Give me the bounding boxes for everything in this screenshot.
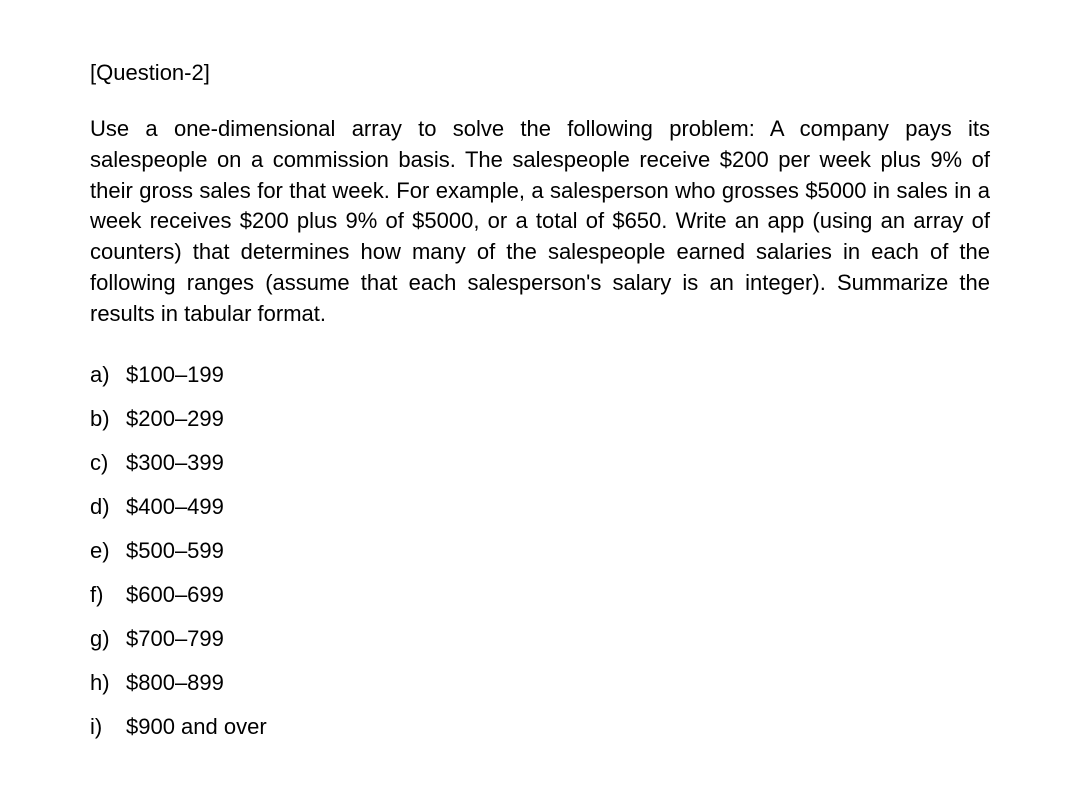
option-item: h) $800–899: [90, 670, 990, 696]
option-letter: c): [90, 450, 126, 476]
option-text: $900 and over: [126, 714, 267, 740]
problem-statement: Use a one-dimensional array to solve the…: [90, 114, 990, 330]
option-item: a) $100–199: [90, 362, 990, 388]
option-letter: h): [90, 670, 126, 696]
option-letter: a): [90, 362, 126, 388]
question-header: [Question-2]: [90, 60, 990, 86]
option-item: i) $900 and over: [90, 714, 990, 740]
option-letter: f): [90, 582, 126, 608]
option-item: d) $400–499: [90, 494, 990, 520]
option-letter: i): [90, 714, 126, 740]
option-item: f) $600–699: [90, 582, 990, 608]
option-text: $100–199: [126, 362, 224, 388]
option-letter: e): [90, 538, 126, 564]
option-text: $300–399: [126, 450, 224, 476]
option-item: c) $300–399: [90, 450, 990, 476]
option-text: $700–799: [126, 626, 224, 652]
option-item: b) $200–299: [90, 406, 990, 432]
option-text: $600–699: [126, 582, 224, 608]
option-letter: b): [90, 406, 126, 432]
option-text: $500–599: [126, 538, 224, 564]
option-text: $800–899: [126, 670, 224, 696]
option-item: g) $700–799: [90, 626, 990, 652]
option-letter: d): [90, 494, 126, 520]
option-text: $400–499: [126, 494, 224, 520]
option-letter: g): [90, 626, 126, 652]
options-list: a) $100–199 b) $200–299 c) $300–399 d) $…: [90, 362, 990, 740]
option-item: e) $500–599: [90, 538, 990, 564]
option-text: $200–299: [126, 406, 224, 432]
